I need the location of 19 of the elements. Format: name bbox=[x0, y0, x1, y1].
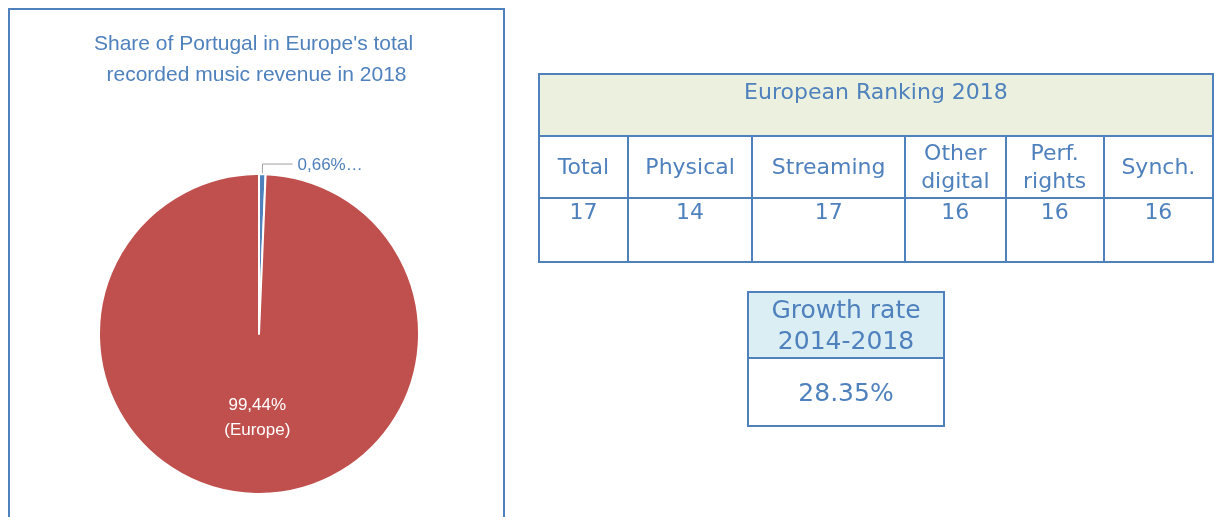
category-label: Streaming bbox=[752, 136, 906, 198]
data-label: 99,44% bbox=[228, 394, 287, 414]
chart-title: Share of Portugal in Europe's total recorded music revenue in 2018 bbox=[93, 31, 420, 85]
data-label: 0,66%… bbox=[297, 154, 363, 174]
data-label: 28.35% bbox=[748, 358, 944, 426]
category-label: Synch. bbox=[1103, 136, 1213, 198]
data-label: 16 bbox=[1005, 198, 1104, 262]
data-label: 16 bbox=[905, 198, 1006, 262]
category-label: Other digital bbox=[905, 136, 1006, 198]
data-label: 14 bbox=[628, 198, 753, 262]
text: European Ranking 2018 bbox=[539, 74, 1213, 136]
category-label: Perf. rights bbox=[1005, 136, 1104, 198]
data-label: 17 bbox=[539, 198, 628, 262]
category-label: Total bbox=[539, 136, 628, 198]
category-label: Physical bbox=[628, 136, 753, 198]
text: Growth rate 2014-2018 bbox=[748, 292, 944, 358]
slice-label: (Europe) bbox=[224, 419, 291, 439]
data-label: 17 bbox=[752, 198, 906, 262]
data-label: 16 bbox=[1103, 198, 1213, 262]
